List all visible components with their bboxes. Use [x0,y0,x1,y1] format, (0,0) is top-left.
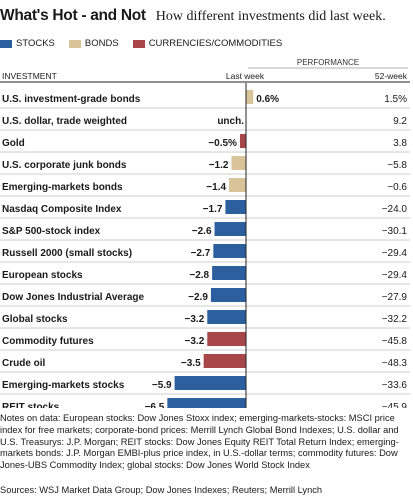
row-label-4: Emerging-markets bonds [2,182,123,193]
bar-7 [213,244,246,258]
performance-chart: PERFORMANCE INVESTMENT Last week 52-week U.S… [0,58,410,408]
week52-value-2: 3.8 [393,138,407,149]
value-label-6: −2.6 [192,226,212,237]
bar-4 [229,178,246,192]
value-label-5: −1.7 [203,204,223,215]
notes: Notes on data: European stocks: Dow Jone… [0,413,399,471]
bar-2 [239,134,246,148]
row-label-7: Russell 2000 (small stocks) [2,248,132,259]
bar-12 [203,354,246,368]
value-label-13: −5.9 [152,380,172,391]
row-label-12: Crude oil [2,358,46,369]
value-label-0: 0.6% [256,94,279,105]
value-label-10: −3.2 [185,314,205,325]
row-label-9: Dow Jones Industrial Average [2,292,145,303]
legend-label-bonds: BONDS [84,38,119,49]
column-label-52-week: 52-week [375,71,408,81]
week52-value-14: −45.9 [382,402,408,408]
bar-8 [212,266,246,280]
week52-value-7: −29.4 [382,248,408,259]
bar-5 [225,200,246,214]
week52-value-12: −48.3 [382,358,408,369]
legend-label-stocks: STOCKS [16,38,55,49]
value-label-11: −3.2 [185,336,205,347]
week52-value-9: −27.9 [382,292,408,303]
bar-11 [207,332,246,346]
value-label-14: −6.5 [145,402,165,408]
legend-item-bonds: BONDS [68,38,119,49]
bar-14 [167,398,246,408]
bar-3 [231,156,246,170]
week52-value-3: −5.8 [387,160,407,171]
sources: Sources: WSJ Market Data Group; Dow Jone… [0,485,323,495]
row-label-0: U.S. investment-grade bonds [2,94,141,105]
legend-item-stocks: STOCKS [0,38,55,49]
week52-value-8: −29.4 [382,270,408,281]
week52-value-13: −33.6 [382,380,408,391]
bar-6 [214,222,246,236]
column-label-investment: INVESTMENT [2,71,57,81]
performance-group-label: PERFORMANCE [297,58,359,67]
week52-value-1: 9.2 [393,116,407,127]
legend-swatch-commodities [132,39,145,48]
legend-swatch-bonds [68,39,81,48]
row-label-8: European stocks [2,270,83,281]
chart-header: What's Hot - and Not How different invest… [0,7,386,25]
bar-0 [246,90,254,104]
row-label-13: Emerging-markets stocks [2,380,125,391]
legend-label-commodities: CURRENCIES/COMMODITIES [148,38,283,49]
row-label-1: U.S. dollar, trade weighted [2,116,127,127]
row-label-5: Nasdaq Composite Index [2,204,122,215]
week52-value-5: −24.0 [382,204,408,215]
value-label-8: −2.8 [189,270,209,281]
row-label-3: U.S. corporate junk bonds [2,160,127,171]
week52-value-0: 1.5% [384,94,407,105]
bar-10 [207,310,246,324]
value-label-2: −0.5% [208,138,237,149]
legend: STOCKS BONDS CURRENCIES/COMMODITIES [0,38,296,49]
chart-subtitle: How different investments did last week. [155,9,386,24]
value-label-1: unch. [217,116,244,127]
value-label-7: −2.7 [191,248,211,259]
row-label-10: Global stocks [2,314,68,325]
legend-item-commodities: CURRENCIES/COMMODITIES [132,38,283,49]
week52-value-11: −45.8 [382,336,408,347]
week52-value-10: −32.2 [382,314,408,325]
value-label-4: −1.4 [206,182,226,193]
bar-9 [210,288,246,302]
week52-value-4: −0.6 [387,182,407,193]
value-label-3: −1.2 [209,160,229,171]
value-label-9: −2.9 [188,292,208,303]
value-label-12: −3.5 [181,358,201,369]
row-label-11: Commodity futures [2,336,94,347]
row-label-14: REIT stocks [2,402,60,408]
legend-swatch-stocks [0,39,12,48]
row-label-2: Gold [2,138,25,149]
column-label-last-week: Last week [226,71,265,81]
week52-value-6: −30.1 [382,226,408,237]
chart-title: What's Hot - and Not [0,7,146,24]
bar-13 [174,376,246,390]
row-label-6: S&P 500-stock index [2,226,101,237]
